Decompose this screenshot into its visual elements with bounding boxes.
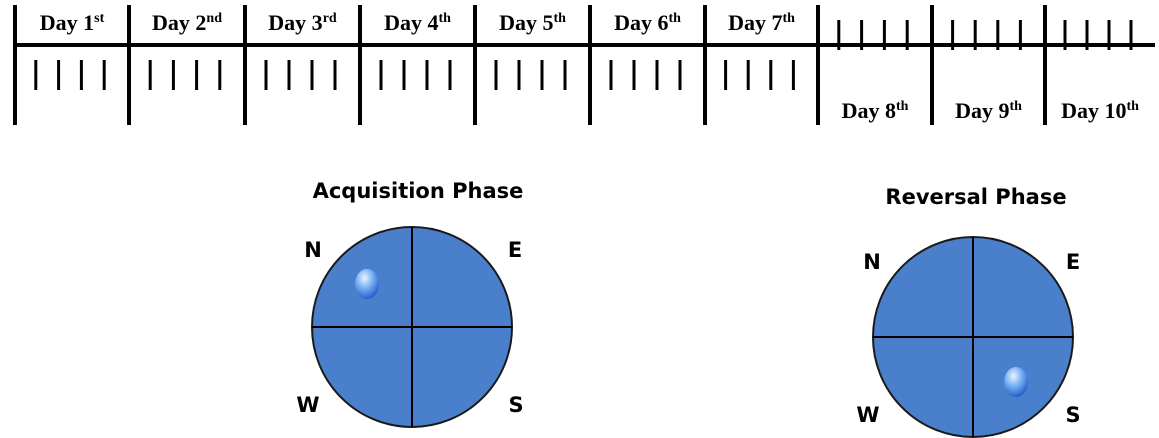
day-label: Day 1st	[40, 10, 105, 35]
day-label-text: Day 7	[728, 10, 782, 35]
day-label: Day 9th	[955, 98, 1022, 123]
compass-west: W	[296, 393, 319, 417]
phase-title: Acquisition Phase	[313, 179, 524, 203]
day-label: Day 7th	[728, 10, 795, 35]
day-label-text: Day 1	[40, 10, 94, 35]
day-label-sup: th	[782, 11, 795, 26]
day-label: Day 3rd	[268, 10, 337, 35]
day-label: Day 5th	[499, 10, 566, 35]
day-label: Day 4th	[384, 10, 451, 35]
compass-south: S	[508, 393, 523, 417]
day-label-sup: rd	[323, 11, 337, 26]
day-label-text: Day 3	[268, 10, 322, 35]
day-label-sup: th	[438, 11, 451, 26]
day-label-sup: th	[1126, 99, 1139, 114]
compass-north: N	[304, 238, 322, 262]
day-label-sup: th	[668, 11, 681, 26]
day-label-sup: th	[553, 11, 566, 26]
platform	[355, 269, 379, 299]
day-label-text: Day 9	[955, 98, 1009, 123]
day-label-text: Day 8	[842, 98, 896, 123]
compass-north: N	[863, 250, 881, 274]
platform	[1004, 367, 1028, 397]
compass-south: S	[1065, 403, 1080, 427]
compass-east: E	[1066, 250, 1080, 274]
day-label: Day 10th	[1061, 98, 1139, 123]
phase-title: Reversal Phase	[885, 185, 1066, 209]
day-label-text: Day 10	[1061, 98, 1126, 123]
day-label-sup: th	[896, 99, 909, 114]
day-label: Day 2nd	[152, 10, 222, 35]
day-label: Day 6th	[614, 10, 681, 35]
compass-east: E	[508, 238, 522, 262]
day-label-sup: st	[94, 11, 104, 26]
day-label-text: Day 6	[614, 10, 668, 35]
day-label-text: Day 5	[499, 10, 553, 35]
compass-west: W	[856, 403, 879, 427]
day-label: Day 8th	[842, 98, 909, 123]
day-label-sup: th	[1009, 99, 1022, 114]
day-label-text: Day 4	[384, 10, 438, 35]
day-label-text: Day 2	[152, 10, 206, 35]
day-label-sup: nd	[206, 11, 222, 26]
